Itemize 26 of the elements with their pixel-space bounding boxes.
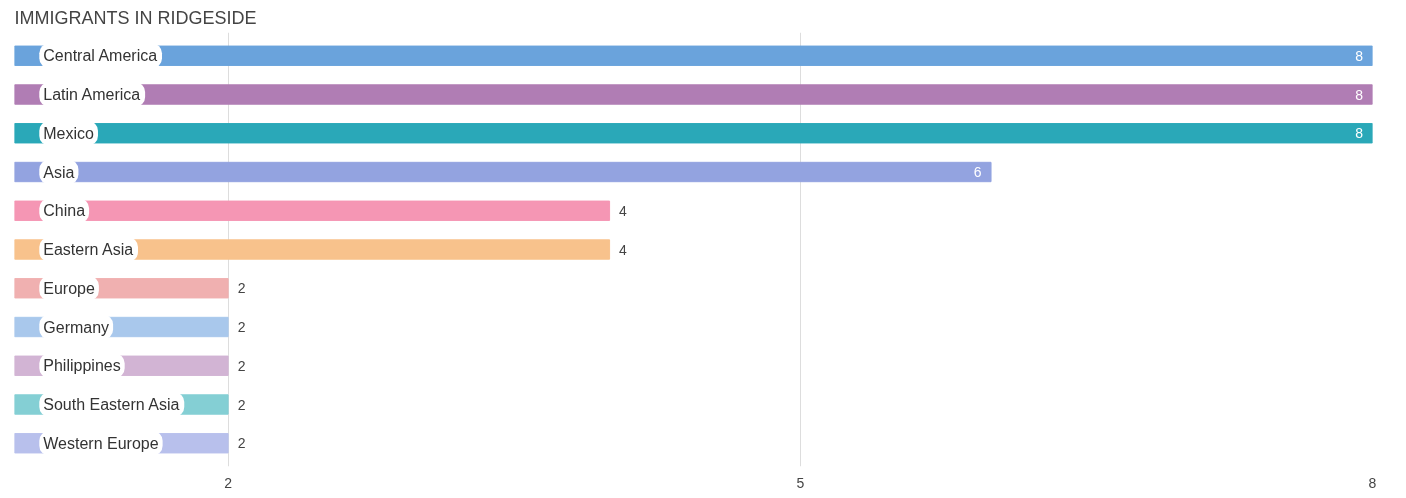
x-tick-label: 5 xyxy=(796,474,805,491)
chart-title: IMMIGRANTS IN RIDGESIDE xyxy=(14,7,257,28)
y-tick-label: South Eastern Asia xyxy=(43,396,180,413)
y-tick-label: China xyxy=(43,202,86,220)
y-tick-label: Western Europe xyxy=(43,434,159,452)
y-tick-label: Germany xyxy=(43,318,110,336)
x-tick-label: 2 xyxy=(224,474,233,491)
data-label: 4 xyxy=(619,202,628,219)
data-label: 2 xyxy=(237,396,246,413)
data-label: 2 xyxy=(237,319,246,335)
data-label: 2 xyxy=(237,435,246,452)
y-tick-label: Central America xyxy=(43,47,158,65)
data-label: 8 xyxy=(1355,125,1364,142)
y-tick-label: Latin America xyxy=(43,86,141,103)
x-tick-label: 8 xyxy=(1368,474,1377,491)
y-tick-label: Eastern Asia xyxy=(43,241,134,258)
y-tick-label: Asia xyxy=(43,163,75,181)
data-label: 8 xyxy=(1355,47,1364,64)
data-label: 2 xyxy=(237,280,246,297)
data-label: 4 xyxy=(619,241,628,258)
y-tick-label: Philippines xyxy=(43,357,121,375)
data-label: 6 xyxy=(973,164,982,180)
data-label: 2 xyxy=(237,357,246,374)
y-tick-label: Mexico xyxy=(43,124,95,142)
data-label: 8 xyxy=(1355,86,1364,103)
y-tick-label: Europe xyxy=(43,279,95,297)
